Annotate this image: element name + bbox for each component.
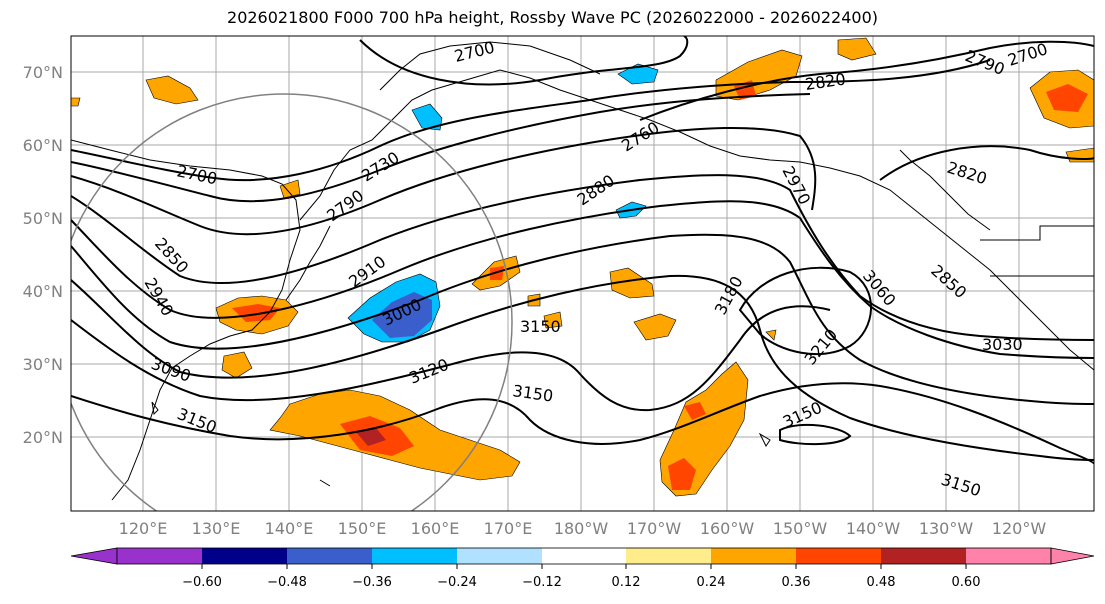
colorbar-tick-label: −0.24: [437, 575, 477, 590]
colorbar: −0.60 −0.48 −0.36 −0.24 −0.12 0.12 0.24 …: [70, 547, 1095, 590]
colorbar-segment: [796, 548, 881, 564]
lat-label: 20°N: [23, 428, 63, 447]
lon-label: 120°E: [119, 519, 168, 538]
lat-label: 60°N: [23, 136, 63, 155]
colorbar-extend-low: [70, 547, 118, 565]
lat-label: 70°N: [23, 63, 63, 82]
colorbar-tick-label: −0.36: [352, 575, 392, 590]
lon-label: 140°W: [846, 519, 901, 538]
shaded-regions: [71, 37, 1094, 497]
lat-label: 40°N: [23, 282, 63, 301]
lon-label: 170°E: [484, 519, 533, 538]
colorbar-segment: [457, 548, 542, 564]
contour-label: 3150: [520, 317, 561, 336]
latitude-labels: 70°N 60°N 50°N 40°N 30°N 20°N: [23, 63, 63, 447]
colorbar-tick-label: −0.12: [522, 575, 562, 590]
lat-label: 30°N: [23, 355, 63, 374]
colorbar-extend-high: [1050, 547, 1095, 565]
colorbar-segment: [542, 548, 626, 564]
colorbar-segment: [287, 548, 372, 564]
lon-label: 130°W: [919, 519, 974, 538]
colorbar-tick-label: −0.48: [267, 575, 307, 590]
colorbar-segment: [881, 548, 966, 564]
lon-label: 150°E: [338, 519, 387, 538]
colorbar-tick-label: 0.24: [697, 575, 726, 590]
coastlines: [71, 41, 1094, 501]
colorbar-segment: [117, 548, 202, 564]
colorbar-segment: [626, 548, 711, 564]
contour-label: 3030: [982, 335, 1023, 354]
lon-label: 160°E: [411, 519, 460, 538]
lon-label: 170°W: [627, 519, 682, 538]
colorbar-segment: [966, 548, 1051, 564]
height-contours: [71, 36, 1094, 465]
colorbar-segment: [711, 548, 796, 564]
colorbar-tick-label: 0.36: [782, 575, 811, 590]
colorbar-tick-label: 0.12: [612, 575, 641, 590]
lon-label: 180°W: [554, 519, 609, 538]
lon-label: 130°E: [192, 519, 241, 538]
colorbar-tick-label: −0.60: [182, 575, 222, 590]
lat-label: 50°N: [23, 209, 63, 228]
lon-label: 140°E: [265, 519, 314, 538]
colorbar-segment: [372, 548, 457, 564]
colorbar-tick-label: 0.60: [952, 575, 981, 590]
lon-label: 150°W: [773, 519, 828, 538]
map-title: 2026021800 F000 700 hPa height, Rossby W…: [227, 8, 878, 27]
colorbar-segment: [202, 548, 287, 564]
map-border: [70, 35, 1095, 512]
lon-label: 120°W: [992, 519, 1047, 538]
colorbar-tick-label: 0.48: [867, 575, 896, 590]
lon-label: 160°W: [700, 519, 755, 538]
circle-outline: [71, 93, 513, 511]
longitude-labels: 120°E 130°E 140°E 150°E 160°E 170°E 180°…: [119, 519, 1047, 538]
